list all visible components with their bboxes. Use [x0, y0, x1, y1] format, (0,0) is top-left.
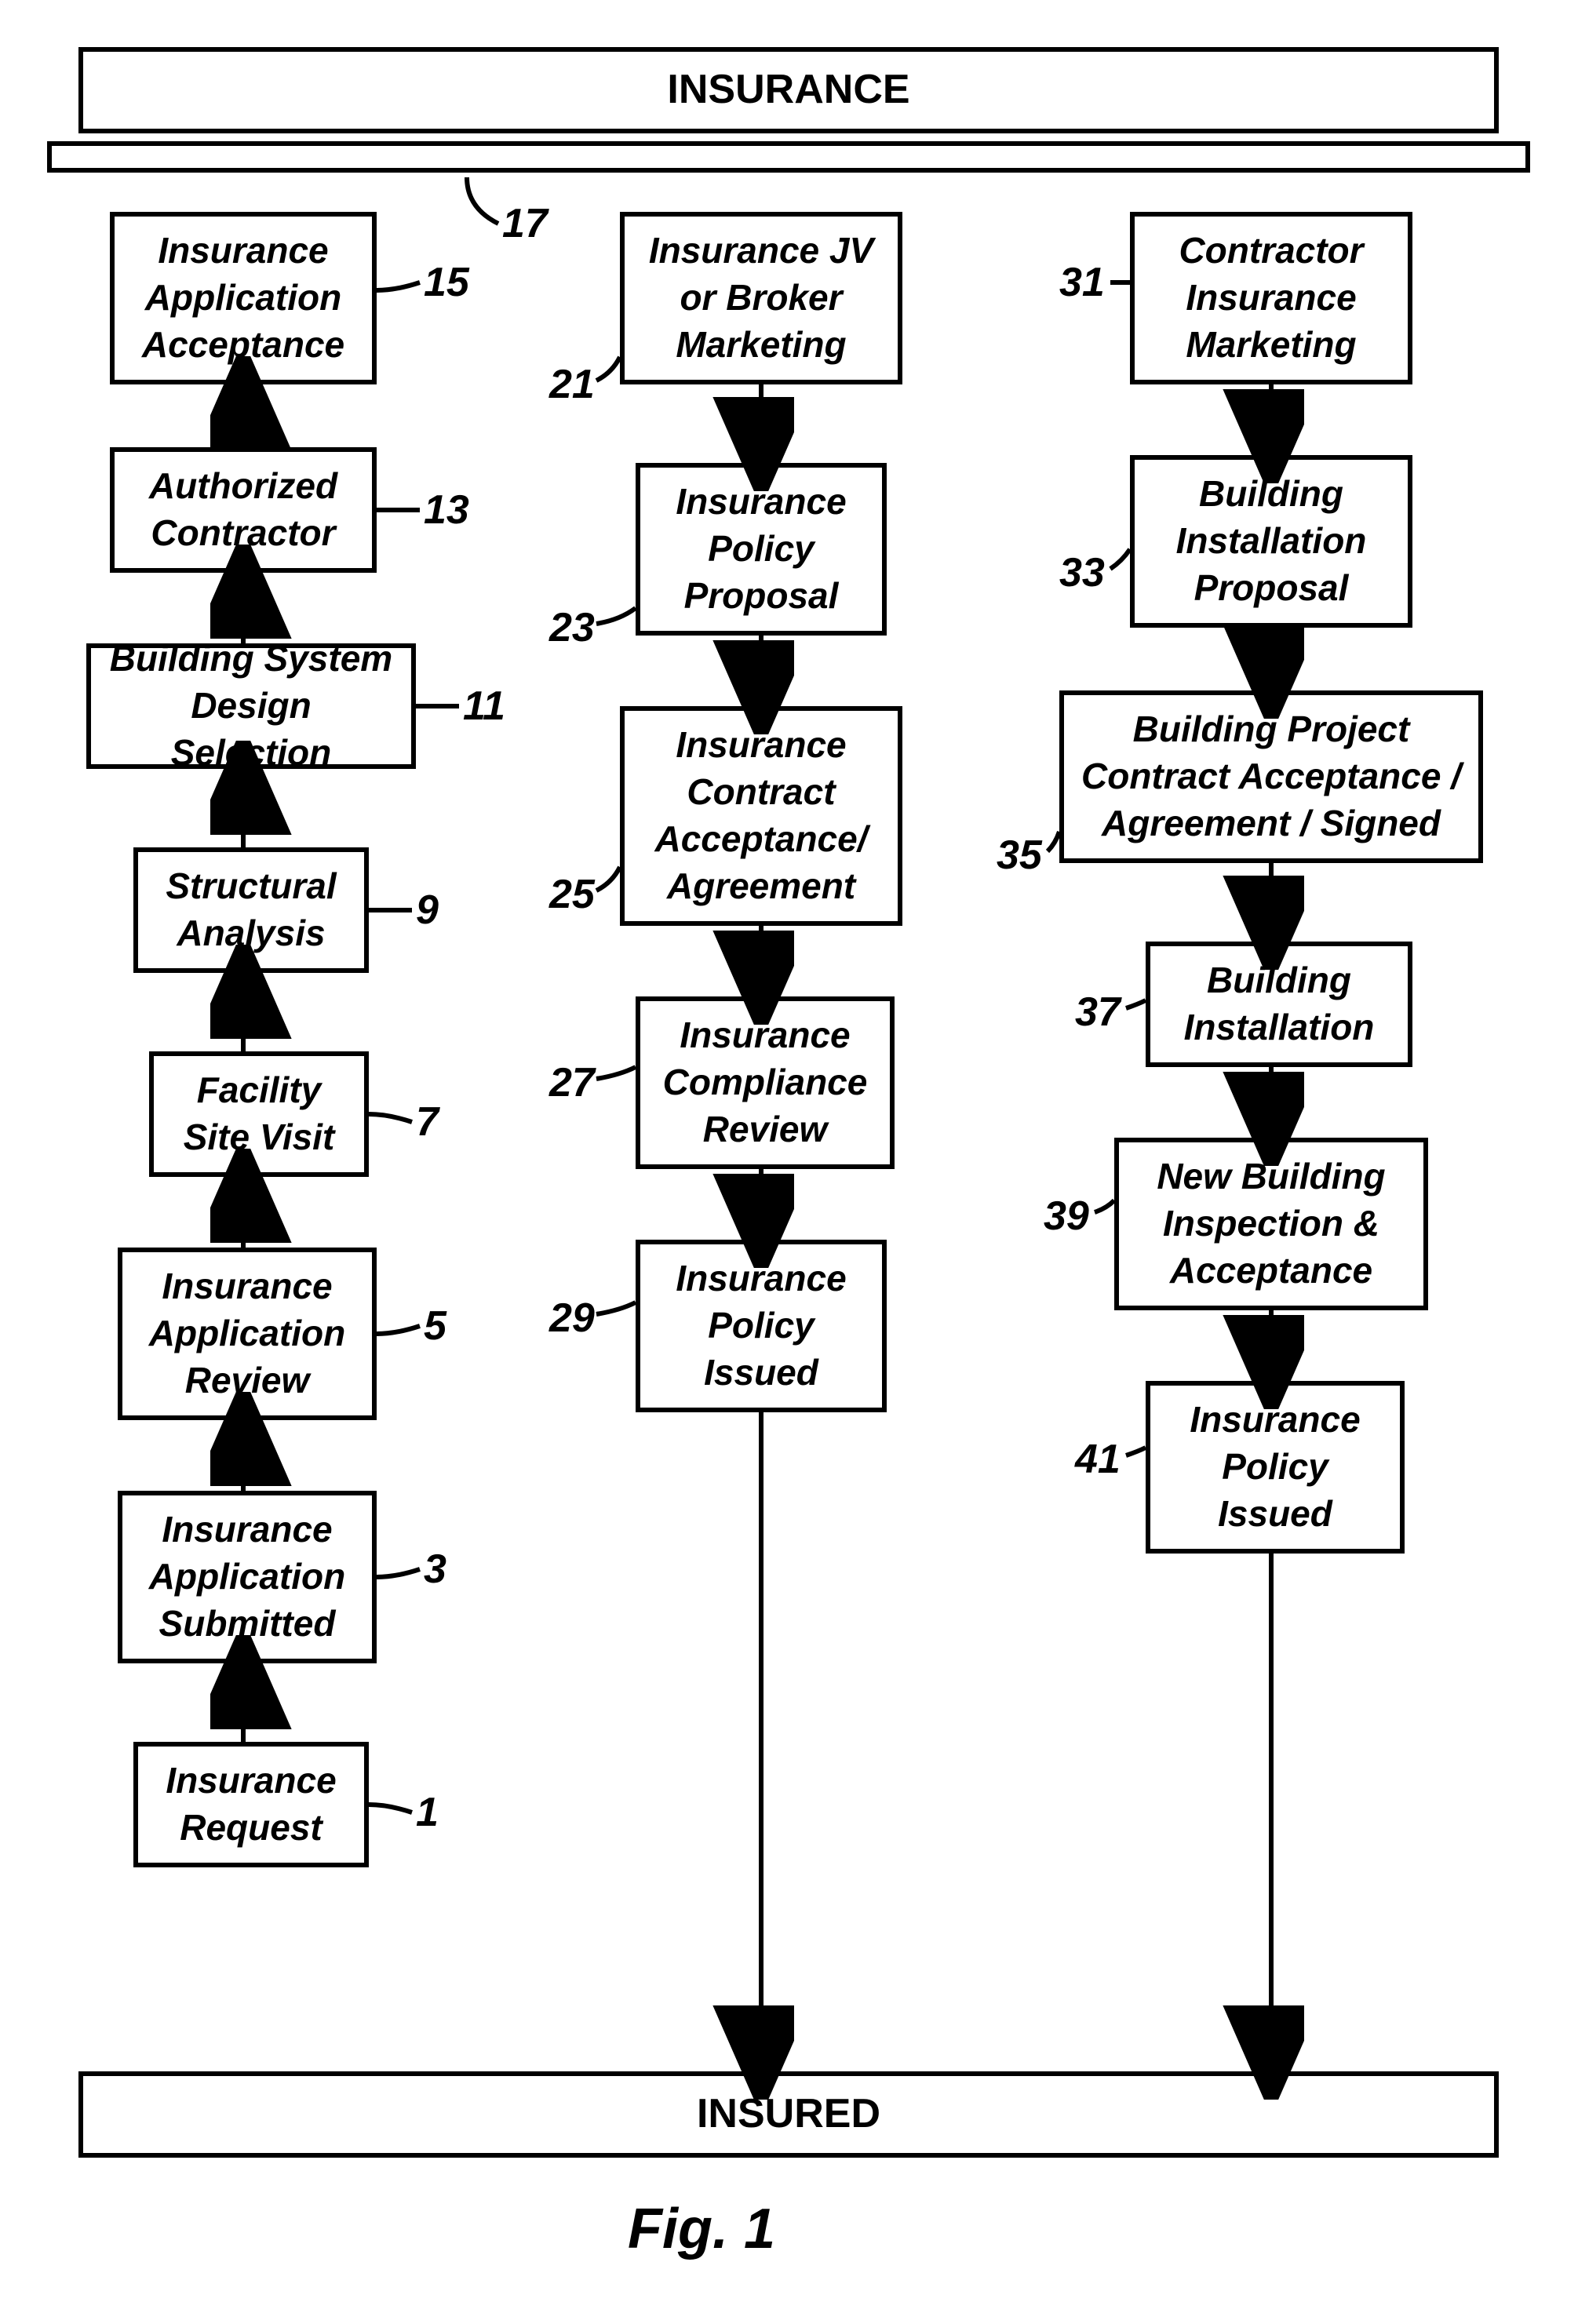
ref-23: 23: [549, 604, 595, 651]
figure-label: Fig. 1: [628, 2197, 775, 2261]
node-23: Insurance Policy Proposal: [636, 463, 887, 636]
ref-7: 7: [416, 1098, 439, 1146]
node-31: Contractor Insurance Marketing: [1130, 212, 1412, 384]
beam: [47, 141, 1530, 173]
node-35: Building Project Contract Acceptance / A…: [1059, 690, 1483, 863]
insured-footer-label: INSURED: [697, 2088, 880, 2141]
ref-29: 29: [549, 1295, 595, 1342]
node-5: Insurance Application Review: [118, 1248, 377, 1420]
ref-21: 21: [549, 361, 595, 408]
node-11: Building System Design Selection: [86, 643, 416, 769]
node-39: New Building Inspection & Acceptance: [1114, 1138, 1428, 1310]
ref-31: 31: [1059, 259, 1105, 306]
node-7: Facility Site Visit: [149, 1051, 369, 1177]
ref-1: 1: [416, 1789, 439, 1836]
ref-39: 39: [1044, 1193, 1089, 1240]
insurance-header: INSURANCE: [78, 47, 1499, 133]
node-3: Insurance Application Submitted: [118, 1491, 377, 1663]
node-33: Building Installation Proposal: [1130, 455, 1412, 628]
ref-33: 33: [1059, 549, 1105, 596]
ref-17: 17: [502, 200, 548, 247]
node-15: Insurance Application Acceptance: [110, 212, 377, 384]
node-1: Insurance Request: [133, 1742, 369, 1867]
node-25: Insurance Contract Acceptance/ Agreement: [620, 706, 902, 926]
insurance-header-label: INSURANCE: [667, 64, 909, 117]
ref-13: 13: [424, 486, 469, 534]
ref-5: 5: [424, 1302, 446, 1350]
ref-41: 41: [1075, 1436, 1121, 1483]
ref-11: 11: [463, 683, 505, 730]
node-41: Insurance Policy Issued: [1146, 1381, 1405, 1554]
node-27: Insurance Compliance Review: [636, 996, 895, 1169]
ref-27: 27: [549, 1059, 595, 1106]
node-9: Structural Analysis: [133, 847, 369, 973]
node-21: Insurance JV or Broker Marketing: [620, 212, 902, 384]
node-29: Insurance Policy Issued: [636, 1240, 887, 1412]
ref-15: 15: [424, 259, 469, 306]
ref-37: 37: [1075, 989, 1121, 1036]
node-37: Building Installation: [1146, 942, 1412, 1067]
ref-9: 9: [416, 887, 439, 934]
node-13: Authorized Contractor: [110, 447, 377, 573]
ref-3: 3: [424, 1546, 446, 1593]
insured-footer: INSURED: [78, 2071, 1499, 2158]
ref-25: 25: [549, 871, 595, 918]
ref-35: 35: [997, 832, 1042, 879]
